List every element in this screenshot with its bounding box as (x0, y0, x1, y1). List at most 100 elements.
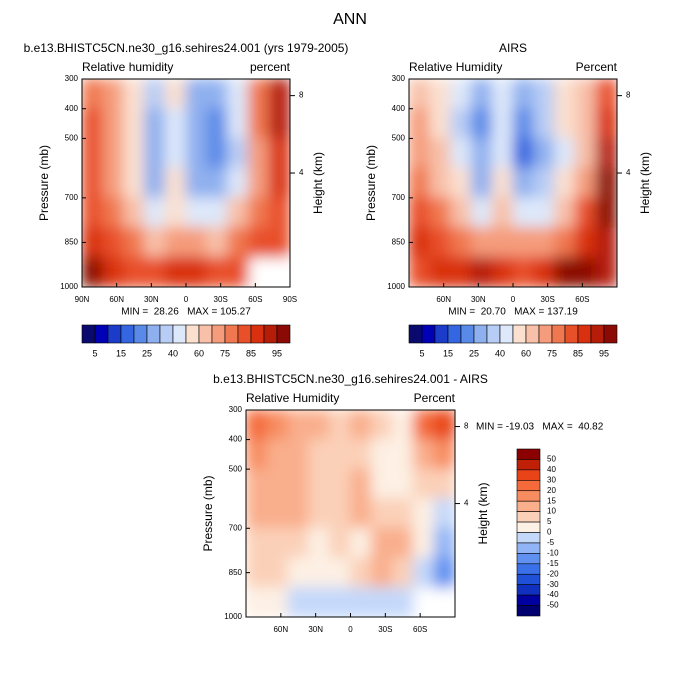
colorbar-label: 10 (547, 507, 556, 516)
cell (164, 167, 187, 199)
colorbar-label: 15 (547, 496, 556, 505)
left-label: Relative Humidity (409, 60, 502, 74)
cell (268, 79, 290, 110)
cell (227, 79, 249, 110)
y-axis-label: Pressure (mb) (37, 145, 51, 221)
cell (574, 108, 597, 139)
cell (595, 256, 617, 287)
y2-tick-label: 8 (299, 91, 304, 100)
cell (429, 79, 452, 110)
colorbar-label: -15 (547, 559, 559, 568)
y-tick-label: 500 (392, 134, 406, 143)
cell (266, 439, 289, 470)
colorbar-label: 85 (246, 348, 256, 358)
x-tick-label: 60S (248, 295, 262, 304)
colorbar-box (120, 324, 135, 344)
y-tick-label: 400 (392, 104, 406, 113)
cell (595, 197, 617, 229)
cell (266, 468, 289, 500)
colorbar-label: 75 (547, 348, 557, 358)
cell (164, 197, 187, 229)
right-label: percent (250, 60, 291, 74)
y2-axis-label: Height (km) (476, 482, 490, 544)
cell (329, 527, 351, 559)
cell (533, 108, 556, 139)
colorbar-box (185, 324, 200, 344)
colorbar-box (276, 324, 291, 344)
colorbar-box (237, 324, 252, 344)
cell (409, 167, 431, 199)
cell (227, 108, 249, 139)
cell (123, 108, 145, 139)
y-tick-label: 850 (65, 238, 79, 247)
colorbar-label: 60 (521, 348, 531, 358)
colorbar-box (516, 459, 541, 471)
cell (247, 108, 270, 139)
colorbar-box (516, 480, 541, 492)
cell (308, 439, 331, 470)
colorbar-label: -50 (547, 601, 559, 610)
cell (409, 108, 431, 139)
colorbar-box (81, 324, 96, 344)
field (409, 79, 617, 287)
y-tick-label: 700 (65, 193, 79, 202)
cell (350, 557, 372, 588)
cell (102, 137, 125, 169)
stats: MIN = 20.70 MAX = 137.19 (448, 307, 578, 318)
cell (206, 227, 229, 258)
cell (247, 79, 270, 110)
y-tick-label: 1000 (224, 612, 242, 621)
cell (247, 197, 270, 229)
y2-tick-label: 8 (464, 422, 469, 431)
y-tick-label: 400 (229, 435, 243, 444)
cell (470, 197, 493, 229)
cell (412, 498, 435, 529)
stats: MIN = 28.26 MAX = 105.27 (121, 307, 251, 318)
colorbar-label: 5 (92, 348, 97, 358)
x-tick-label: 30N (308, 625, 323, 634)
x-tick-label: 60N (436, 295, 451, 304)
colorbar-box (516, 542, 541, 554)
cell (164, 79, 187, 110)
x-tick-label: 30S (378, 625, 392, 634)
right-label: Percent (414, 391, 456, 405)
colorbar-box (434, 324, 449, 344)
colorbar-label: 30 (547, 475, 556, 484)
colorbar-label: 40 (495, 348, 505, 358)
cell (246, 557, 268, 588)
colorbar-label: 95 (599, 348, 609, 358)
cell (185, 227, 208, 258)
colorbar-box (94, 324, 109, 344)
colorbar-box (250, 324, 265, 344)
colorbar-label: 95 (272, 348, 282, 358)
colorbar-label: 25 (469, 348, 479, 358)
colorbar-box (107, 324, 122, 344)
colorbar-box (421, 324, 436, 344)
cell (370, 439, 393, 470)
cell (370, 410, 393, 441)
cell (266, 586, 289, 617)
cell (412, 468, 435, 500)
cell (287, 439, 310, 470)
colorbar-box (516, 553, 541, 565)
cell (143, 197, 166, 229)
cell (574, 137, 597, 169)
cell (287, 410, 310, 441)
cell (247, 137, 270, 169)
cell (450, 108, 472, 139)
right-label: Percent (576, 60, 618, 74)
cell (82, 137, 104, 169)
cell (533, 167, 556, 199)
cell (268, 227, 290, 258)
colorbar-box (159, 324, 174, 344)
colorbar-label: 20 (547, 486, 556, 495)
cell (533, 227, 556, 258)
colorbar-box (603, 324, 618, 344)
cell (554, 167, 576, 199)
cell (266, 410, 289, 441)
cell (574, 256, 597, 287)
cell (554, 227, 576, 258)
cell (554, 79, 576, 110)
cell (391, 468, 414, 500)
y-tick-label: 700 (229, 523, 243, 532)
